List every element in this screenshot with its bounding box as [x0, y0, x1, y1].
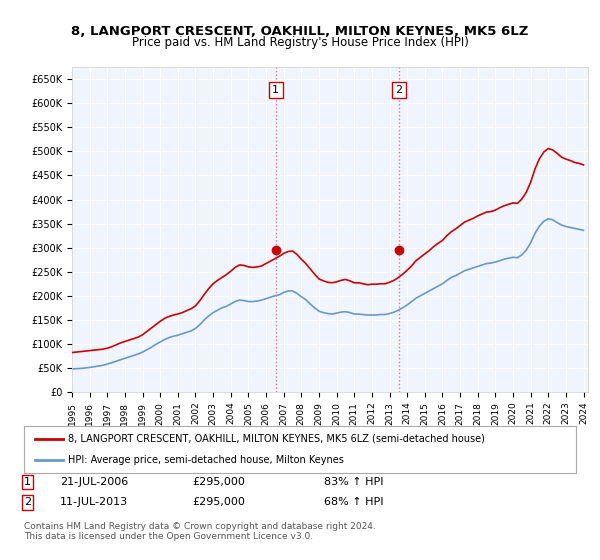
Text: 1: 1 [24, 477, 31, 487]
Text: 8, LANGPORT CRESCENT, OAKHILL, MILTON KEYNES, MK5 6LZ (semi-detached house): 8, LANGPORT CRESCENT, OAKHILL, MILTON KE… [68, 434, 485, 444]
Text: 1: 1 [272, 85, 279, 95]
Text: Price paid vs. HM Land Registry's House Price Index (HPI): Price paid vs. HM Land Registry's House … [131, 36, 469, 49]
Text: 2: 2 [395, 85, 403, 95]
Text: £295,000: £295,000 [192, 497, 245, 507]
Text: 83% ↑ HPI: 83% ↑ HPI [324, 477, 383, 487]
Text: 11-JUL-2013: 11-JUL-2013 [60, 497, 128, 507]
Text: 8, LANGPORT CRESCENT, OAKHILL, MILTON KEYNES, MK5 6LZ: 8, LANGPORT CRESCENT, OAKHILL, MILTON KE… [71, 25, 529, 38]
Text: HPI: Average price, semi-detached house, Milton Keynes: HPI: Average price, semi-detached house,… [68, 455, 344, 465]
Text: £295,000: £295,000 [192, 477, 245, 487]
Text: 68% ↑ HPI: 68% ↑ HPI [324, 497, 383, 507]
Text: Contains HM Land Registry data © Crown copyright and database right 2024.
This d: Contains HM Land Registry data © Crown c… [24, 522, 376, 542]
Text: 2: 2 [24, 497, 31, 507]
Text: 21-JUL-2006: 21-JUL-2006 [60, 477, 128, 487]
